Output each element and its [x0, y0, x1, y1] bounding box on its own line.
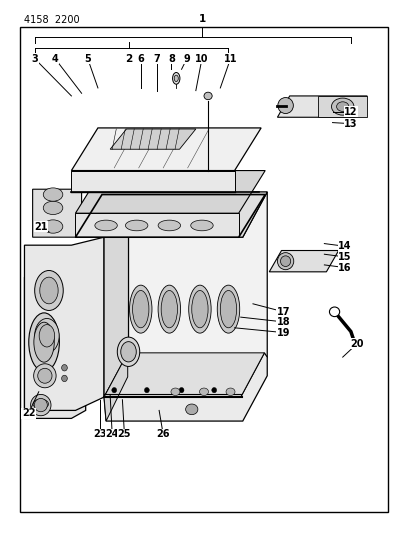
Ellipse shape	[39, 325, 55, 347]
Ellipse shape	[40, 277, 58, 304]
Polygon shape	[318, 96, 367, 117]
Ellipse shape	[133, 290, 149, 328]
Ellipse shape	[200, 388, 208, 395]
Text: 10: 10	[195, 54, 209, 63]
Polygon shape	[104, 192, 129, 397]
Ellipse shape	[158, 220, 180, 231]
Ellipse shape	[34, 399, 47, 411]
Text: 3: 3	[31, 54, 38, 63]
Polygon shape	[104, 353, 264, 397]
Ellipse shape	[212, 387, 217, 393]
Text: 9: 9	[184, 54, 190, 63]
Ellipse shape	[158, 285, 180, 333]
Ellipse shape	[191, 220, 213, 231]
Text: 11: 11	[224, 54, 237, 63]
Polygon shape	[104, 192, 267, 237]
Ellipse shape	[126, 220, 148, 231]
Ellipse shape	[171, 388, 180, 395]
Text: 21: 21	[34, 222, 48, 231]
Ellipse shape	[34, 322, 54, 362]
Polygon shape	[33, 189, 82, 237]
Ellipse shape	[331, 98, 354, 115]
Ellipse shape	[62, 365, 67, 371]
Text: 2: 2	[125, 54, 132, 64]
Text: 14: 14	[338, 241, 352, 251]
Ellipse shape	[277, 253, 294, 270]
Text: 19: 19	[277, 328, 290, 337]
Polygon shape	[104, 192, 267, 397]
Ellipse shape	[29, 313, 60, 372]
Ellipse shape	[220, 290, 237, 328]
Ellipse shape	[62, 375, 67, 382]
Polygon shape	[277, 96, 367, 117]
Text: 4: 4	[52, 54, 58, 63]
Ellipse shape	[35, 318, 59, 353]
Ellipse shape	[129, 285, 152, 333]
Ellipse shape	[337, 102, 349, 111]
Polygon shape	[110, 129, 196, 149]
Ellipse shape	[95, 220, 118, 231]
Ellipse shape	[329, 307, 339, 317]
Text: 22: 22	[22, 408, 35, 418]
Polygon shape	[24, 237, 104, 410]
Text: 24: 24	[105, 430, 119, 439]
Polygon shape	[75, 171, 265, 213]
Ellipse shape	[112, 387, 117, 393]
Text: 7: 7	[154, 54, 160, 63]
Ellipse shape	[43, 201, 63, 215]
Ellipse shape	[352, 343, 358, 348]
Text: 5: 5	[84, 54, 91, 63]
Ellipse shape	[226, 388, 235, 395]
Ellipse shape	[186, 404, 198, 415]
Text: 12: 12	[344, 107, 358, 117]
Text: 16: 16	[338, 263, 352, 272]
Ellipse shape	[280, 256, 290, 266]
Ellipse shape	[204, 92, 212, 100]
Text: 20: 20	[350, 339, 364, 349]
Text: 4158  2200: 4158 2200	[24, 15, 80, 25]
Text: 23: 23	[93, 430, 107, 439]
Ellipse shape	[33, 364, 56, 388]
Text: 18: 18	[277, 317, 290, 327]
Ellipse shape	[179, 387, 184, 393]
Ellipse shape	[35, 271, 63, 310]
Text: 26: 26	[156, 430, 170, 439]
Text: 1: 1	[198, 14, 206, 24]
Polygon shape	[71, 171, 235, 192]
Ellipse shape	[161, 290, 177, 328]
Text: 6: 6	[137, 54, 144, 63]
Ellipse shape	[31, 394, 51, 416]
Ellipse shape	[217, 285, 240, 333]
Text: 17: 17	[277, 307, 290, 317]
Polygon shape	[24, 245, 86, 418]
Ellipse shape	[43, 220, 63, 233]
Text: 8: 8	[168, 54, 175, 63]
Ellipse shape	[144, 387, 149, 393]
Polygon shape	[104, 353, 267, 421]
Text: 15: 15	[338, 252, 352, 262]
Ellipse shape	[192, 290, 208, 328]
Text: 13: 13	[344, 119, 358, 128]
Text: 25: 25	[118, 430, 131, 439]
Ellipse shape	[121, 342, 136, 362]
Ellipse shape	[43, 188, 63, 201]
Polygon shape	[269, 251, 339, 272]
Polygon shape	[75, 213, 239, 237]
Polygon shape	[104, 353, 128, 421]
Ellipse shape	[173, 72, 180, 84]
Ellipse shape	[33, 399, 49, 409]
Ellipse shape	[118, 337, 140, 367]
Ellipse shape	[188, 285, 211, 333]
Ellipse shape	[38, 368, 52, 383]
Ellipse shape	[278, 98, 293, 114]
Ellipse shape	[174, 75, 178, 82]
Polygon shape	[71, 128, 261, 171]
